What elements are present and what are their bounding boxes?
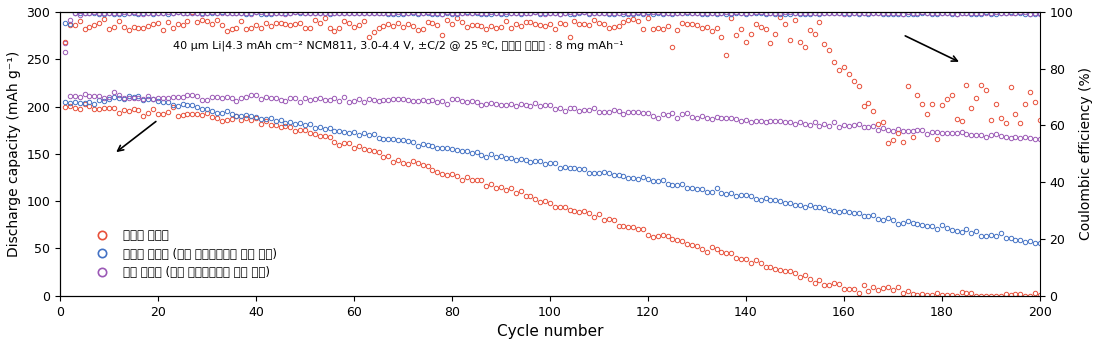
Y-axis label: Discharge capacity (mAh g⁻¹): Discharge capacity (mAh g⁻¹) (7, 51, 21, 257)
Legend: 저농도 전해액, 비교군 전해액 (선형 설폰아마이드 용매 도입), 개발 전해액 (환형 설폰아마이드 용매 도입): 저농도 전해액, 비교군 전해액 (선형 설폰아마이드 용매 도입), 개발 전… (86, 224, 282, 284)
X-axis label: Cycle number: Cycle number (497, 324, 603, 339)
Text: 40 μm Li|4.3 mAh cm⁻² NCM811, 3.0-4.4 V, ±C/2 @ 25 ºC, 전해액 주액량 : 8 mg mAh⁻¹: 40 μm Li|4.3 mAh cm⁻² NCM811, 3.0-4.4 V,… (173, 40, 624, 51)
Y-axis label: Coulombic efficiency (%): Coulombic efficiency (%) (1079, 67, 1093, 240)
